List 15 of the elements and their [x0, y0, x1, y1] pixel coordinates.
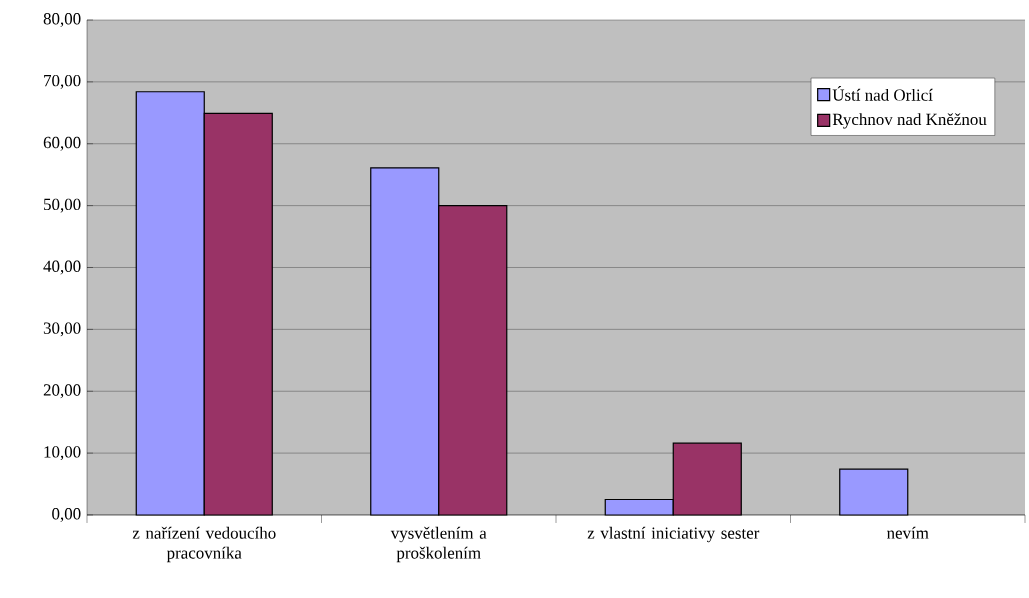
legend-label: Rychnov nad Kněžnou	[832, 113, 987, 129]
x-tick-label: vysvětlením a proškolením	[390, 526, 487, 563]
y-tick-label: 50,00	[44, 198, 81, 213]
y-tick-label: 10,00	[44, 446, 81, 461]
x-tick-label: z vlastní iniciativy sester	[587, 526, 760, 543]
y-tick-label: 70,00	[44, 74, 81, 89]
x-tick-label: nevím	[886, 526, 929, 539]
legend-label: Ústí nad Orlicí	[832, 86, 933, 101]
y-tick-label: 40,00	[43, 260, 81, 275]
y-tick-label: 30,00	[43, 322, 81, 337]
y-tick-label: 60,00	[43, 136, 81, 151]
y-tick-label: 80,00	[43, 13, 81, 27]
y-tick-label: 0,00	[52, 508, 81, 522]
x-tick-label: z nařízení vedoucího pracovníka	[132, 526, 276, 563]
y-tick-label: 20,00	[43, 384, 81, 399]
